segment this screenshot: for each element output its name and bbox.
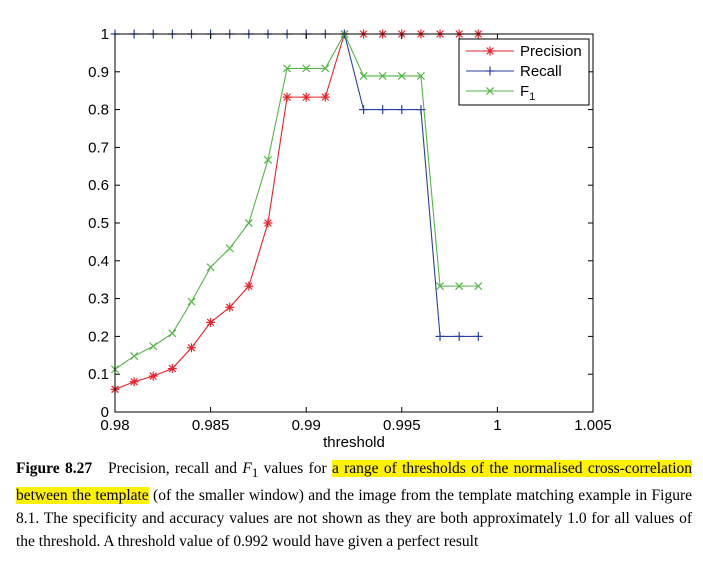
f1-point [302, 64, 311, 73]
figure-plot: 0.98 0.985 0.99 0.995 1 1.005 0 0.1 0.2 0.3 0.4 0.5… [88, 26, 612, 451]
legend-box [458, 38, 590, 106]
x-tick-label: 1.005 [574, 417, 612, 434]
recall-point [416, 105, 426, 115]
y-tick-label: 0 [101, 404, 109, 421]
recall-legend-marker [485, 66, 495, 76]
precision-point [225, 302, 235, 312]
x-tick-label: 1 [493, 417, 501, 434]
x-tick-label: 0.99 [292, 417, 321, 434]
recall-point [397, 105, 407, 115]
f1-point [359, 71, 368, 80]
recall-point [435, 331, 445, 341]
f1-series-line [114, 32, 479, 370]
y-tick-label: 0.9 [88, 64, 109, 81]
x-axis-label: threshold [323, 434, 385, 451]
f1-legend-marker [485, 86, 495, 96]
tick-layer: 0.98 0.985 0.99 0.995 1 1.005 0 0.1 0.2 0.3 0.4 0.5… [88, 26, 612, 434]
f1-point [187, 297, 196, 306]
precision-point [186, 343, 196, 353]
y-tick-label: 0.6 [88, 177, 109, 194]
recall-point [454, 331, 464, 341]
y-tick-label: 0.2 [88, 328, 109, 345]
f1-point [283, 64, 292, 73]
recall-legend-label: Recall [520, 63, 562, 80]
caption-f-symbol: F [242, 460, 252, 477]
precision-point [263, 218, 273, 228]
f1-point [225, 244, 234, 253]
f1-point [436, 282, 445, 291]
recall-point [378, 105, 388, 115]
f1-point [244, 218, 253, 228]
y-tick-label: 0.7 [88, 139, 109, 156]
figure-caption: Figure 8.27 Precision, recall and F1 val… [16, 457, 692, 553]
x-tick-label: 0.985 [192, 417, 230, 434]
precision-point [167, 364, 177, 374]
y-tick-label: 0.8 [88, 102, 109, 119]
precision-point [320, 92, 330, 102]
caption-f-subscript: 1 [251, 465, 259, 481]
y-tick-label: 0.5 [88, 215, 109, 232]
f1-point [263, 155, 272, 164]
precision-point [282, 92, 292, 102]
recall-point [473, 331, 483, 341]
y-tick-label: 0.1 [88, 366, 109, 383]
precision-point [244, 281, 254, 291]
precision-point [129, 377, 139, 387]
precision-point [301, 92, 311, 102]
f1-point [397, 71, 406, 80]
f1-point [149, 342, 158, 351]
precision-point [148, 371, 158, 381]
y-tick-label: 0.3 [88, 291, 109, 308]
caption-post: (of the smaller window) and the image fr… [16, 487, 692, 551]
x-tick-label: 0.995 [383, 417, 421, 434]
y-tick-label: 0.4 [88, 253, 109, 270]
caption-pre: Precision, recall and [108, 460, 243, 477]
recall-point [359, 105, 369, 115]
f1-point [416, 71, 425, 80]
f1-point [455, 282, 464, 291]
precision-point [206, 317, 216, 327]
y-tick-label: 1 [101, 26, 109, 43]
caption-mid: values for [258, 460, 332, 477]
f1-point [378, 71, 387, 80]
f1-point [168, 329, 177, 338]
figure-label: Figure 8.27 [16, 460, 93, 477]
precision-legend-marker [485, 46, 495, 56]
x-tick-label: 0.98 [100, 417, 129, 434]
f1-point [130, 352, 139, 361]
f1-point [474, 282, 483, 291]
f1-point [321, 64, 330, 73]
precision-legend-label: Precision [520, 43, 582, 60]
f1-point [206, 263, 215, 272]
